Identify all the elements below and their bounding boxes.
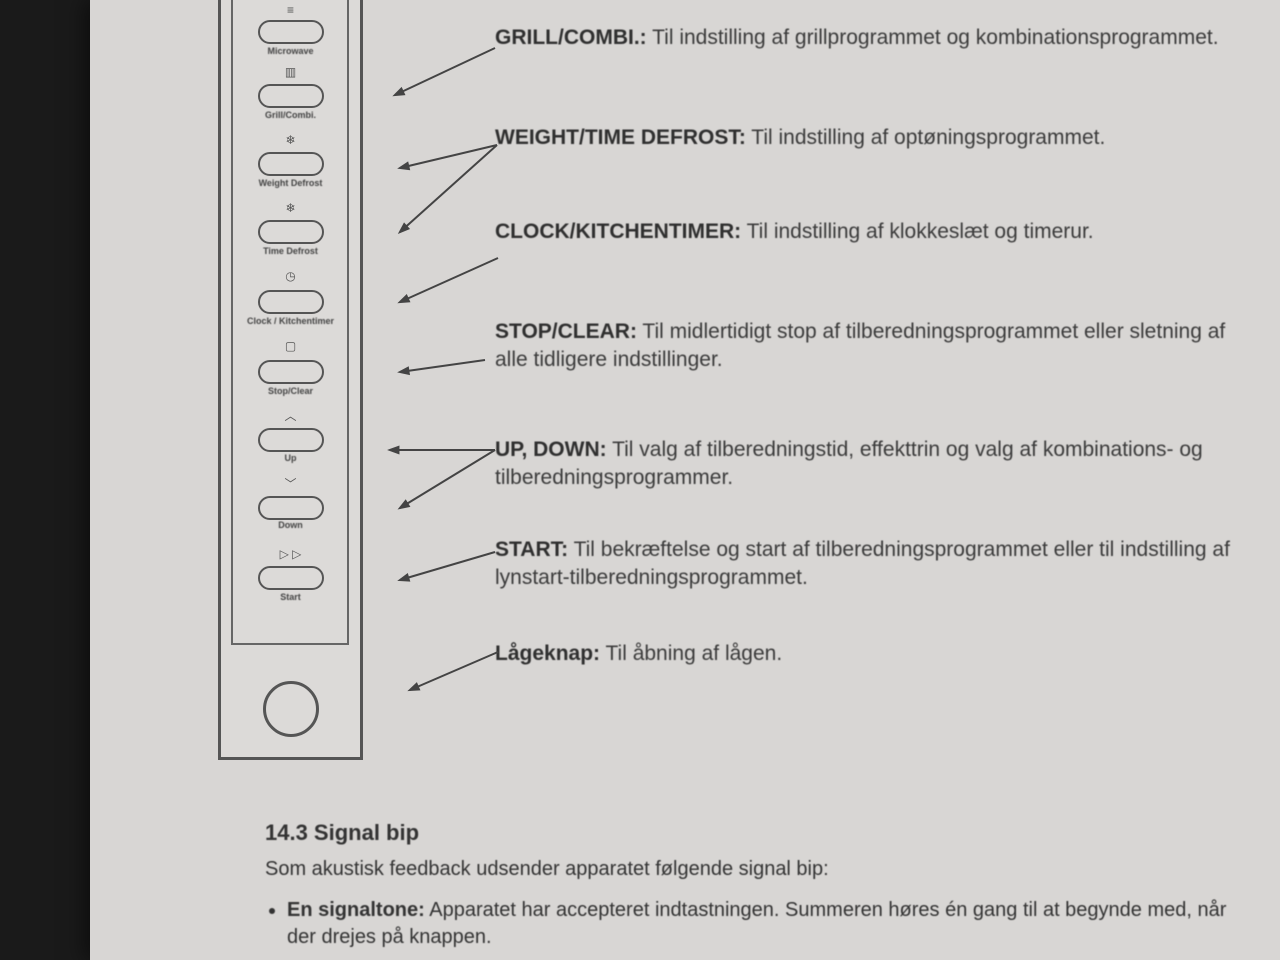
timedefrost-button bbox=[258, 220, 324, 244]
section-signal-bip: 14.3 Signal bip Som akustisk feedback ud… bbox=[265, 820, 1255, 951]
callout-grill-title: GRILL/COMBI.: bbox=[495, 26, 647, 49]
callout-stop: STOP/CLEAR: Til midlertidigt stop af til… bbox=[495, 318, 1235, 375]
weightdefrost-label: Weight Defrost bbox=[218, 178, 363, 188]
callout-start-title: START: bbox=[495, 538, 568, 561]
bullet-title: En signaltone: bbox=[287, 899, 425, 921]
weightdefrost-icon: ❄ bbox=[218, 134, 363, 146]
grillcombi-button bbox=[258, 84, 324, 108]
timedefrost-icon: ❄ bbox=[218, 202, 363, 214]
stopclear-label: Stop/Clear bbox=[218, 386, 363, 396]
stopclear-button bbox=[258, 360, 324, 384]
callout-defrost-title: WEIGHT/TIME DEFROST: bbox=[495, 126, 746, 149]
callout-start: START: Til bekræftelse og start af tilbe… bbox=[495, 536, 1235, 593]
clock-icon: ◷ bbox=[218, 270, 363, 282]
section-heading: 14.3 Signal bip bbox=[265, 820, 1255, 846]
microwave-label: Microwave bbox=[218, 46, 363, 56]
callout-clock-title: CLOCK/KITCHENTIMER: bbox=[495, 220, 741, 243]
down-button bbox=[258, 496, 324, 520]
start-label: Start bbox=[218, 592, 363, 602]
start-icon: ▷ ▷ bbox=[218, 548, 363, 560]
microwave-icon: ≡ bbox=[218, 4, 363, 16]
section-bullet: En signaltone: Apparatet har accepteret … bbox=[287, 897, 1255, 951]
stopclear-icon: ▢ bbox=[218, 340, 363, 352]
grillcombi-label: Grill/Combi. bbox=[218, 110, 363, 120]
door-open-button bbox=[263, 681, 319, 737]
callout-stop-title: STOP/CLEAR: bbox=[495, 320, 637, 343]
callout-door: Lågeknap: Til åbning af lågen. bbox=[495, 640, 782, 668]
callout-updown: UP, DOWN: Til valg af tilberedningstid, … bbox=[495, 436, 1235, 493]
section-intro: Som akustisk feedback udsender apparatet… bbox=[265, 856, 1255, 883]
manual-page: ≡ Microwave ▥ Grill/Combi. ❄ Weight Defrost ❄ T… bbox=[90, 0, 1280, 960]
up-icon: ︿ bbox=[218, 410, 363, 422]
callout-updown-title: UP, DOWN: bbox=[495, 438, 607, 461]
microwave-button bbox=[258, 20, 324, 44]
callout-door-title: Lågeknap: bbox=[495, 642, 600, 665]
callout-defrost-text: Til indstilling af optøningsprogrammet. bbox=[746, 126, 1106, 149]
bullet-text: Apparatet har accepteret indtastningen. … bbox=[287, 899, 1226, 948]
timedefrost-label: Time Defrost bbox=[218, 246, 363, 256]
callout-clock-text: Til indstilling af klokkeslæt og timerur… bbox=[741, 220, 1093, 243]
callout-start-text: Til bekræftelse og start af tilberedning… bbox=[495, 538, 1230, 589]
callout-grill-text: Til indstilling af grillprogrammet og ko… bbox=[647, 26, 1219, 49]
weightdefrost-button bbox=[258, 152, 324, 176]
up-label: Up bbox=[218, 453, 363, 463]
up-button bbox=[258, 428, 324, 452]
clock-label: Clock / Kitchentimer bbox=[218, 316, 363, 326]
callout-grill: GRILL/COMBI.: Til indstilling af grillpr… bbox=[495, 24, 1219, 52]
down-icon: ﹀ bbox=[218, 478, 363, 490]
callout-defrost: WEIGHT/TIME DEFROST: Til indstilling af … bbox=[495, 124, 1105, 152]
callout-clock: CLOCK/KITCHENTIMER: Til indstilling af k… bbox=[495, 218, 1094, 246]
grillcombi-icon: ▥ bbox=[218, 66, 363, 78]
clock-button bbox=[258, 290, 324, 314]
start-button bbox=[258, 566, 324, 590]
callout-door-text: Til åbning af lågen. bbox=[600, 642, 782, 665]
down-label: Down bbox=[218, 520, 363, 530]
